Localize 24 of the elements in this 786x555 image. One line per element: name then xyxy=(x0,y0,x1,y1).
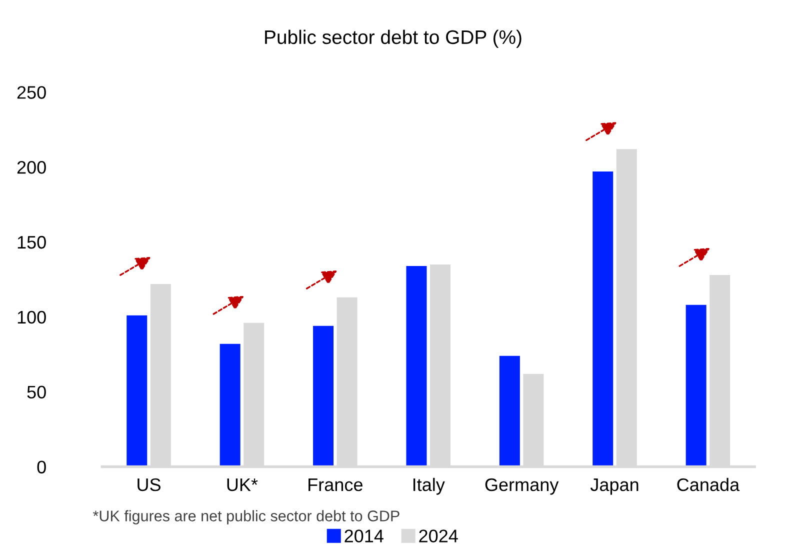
bar xyxy=(313,326,334,467)
y-tick-label: 150 xyxy=(18,236,46,249)
legend-label: 2024 xyxy=(419,530,458,542)
bar xyxy=(686,304,706,467)
x-tick-label: Germany xyxy=(485,478,559,495)
x-tick-label: Italy xyxy=(413,478,445,495)
x-tick-label: UK* xyxy=(227,478,258,492)
y-tick-label: 250 xyxy=(17,86,46,99)
x-tick-label: US xyxy=(138,478,160,492)
y-tick-label: 100 xyxy=(18,310,46,324)
y-tick-label: 50 xyxy=(27,386,46,399)
legend-label: 2014 xyxy=(344,530,384,542)
x-tick-label: Canada xyxy=(677,478,740,492)
x-tick-label: France xyxy=(308,478,362,492)
bar xyxy=(406,266,427,467)
bar xyxy=(499,356,520,467)
bar xyxy=(592,172,614,467)
bar xyxy=(220,344,240,467)
chart-title: Public sector debt to GDP (%) xyxy=(265,30,522,48)
x-tick-label: Japan xyxy=(590,478,638,495)
y-tick-label: 200 xyxy=(17,160,46,174)
text: *UK figures are net public sector debt to GDP xyxy=(92,510,400,524)
y-tick-label: 0 xyxy=(37,460,46,474)
bar xyxy=(126,315,148,467)
